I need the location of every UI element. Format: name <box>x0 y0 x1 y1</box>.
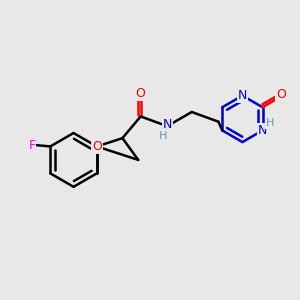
Text: N: N <box>163 118 172 131</box>
Text: H: H <box>266 118 274 128</box>
Text: O: O <box>136 87 146 100</box>
Text: O: O <box>92 140 102 153</box>
Text: N: N <box>258 124 267 137</box>
Text: F: F <box>28 139 35 152</box>
Text: O: O <box>276 88 286 101</box>
Text: N: N <box>238 89 247 102</box>
Text: H: H <box>159 131 167 141</box>
